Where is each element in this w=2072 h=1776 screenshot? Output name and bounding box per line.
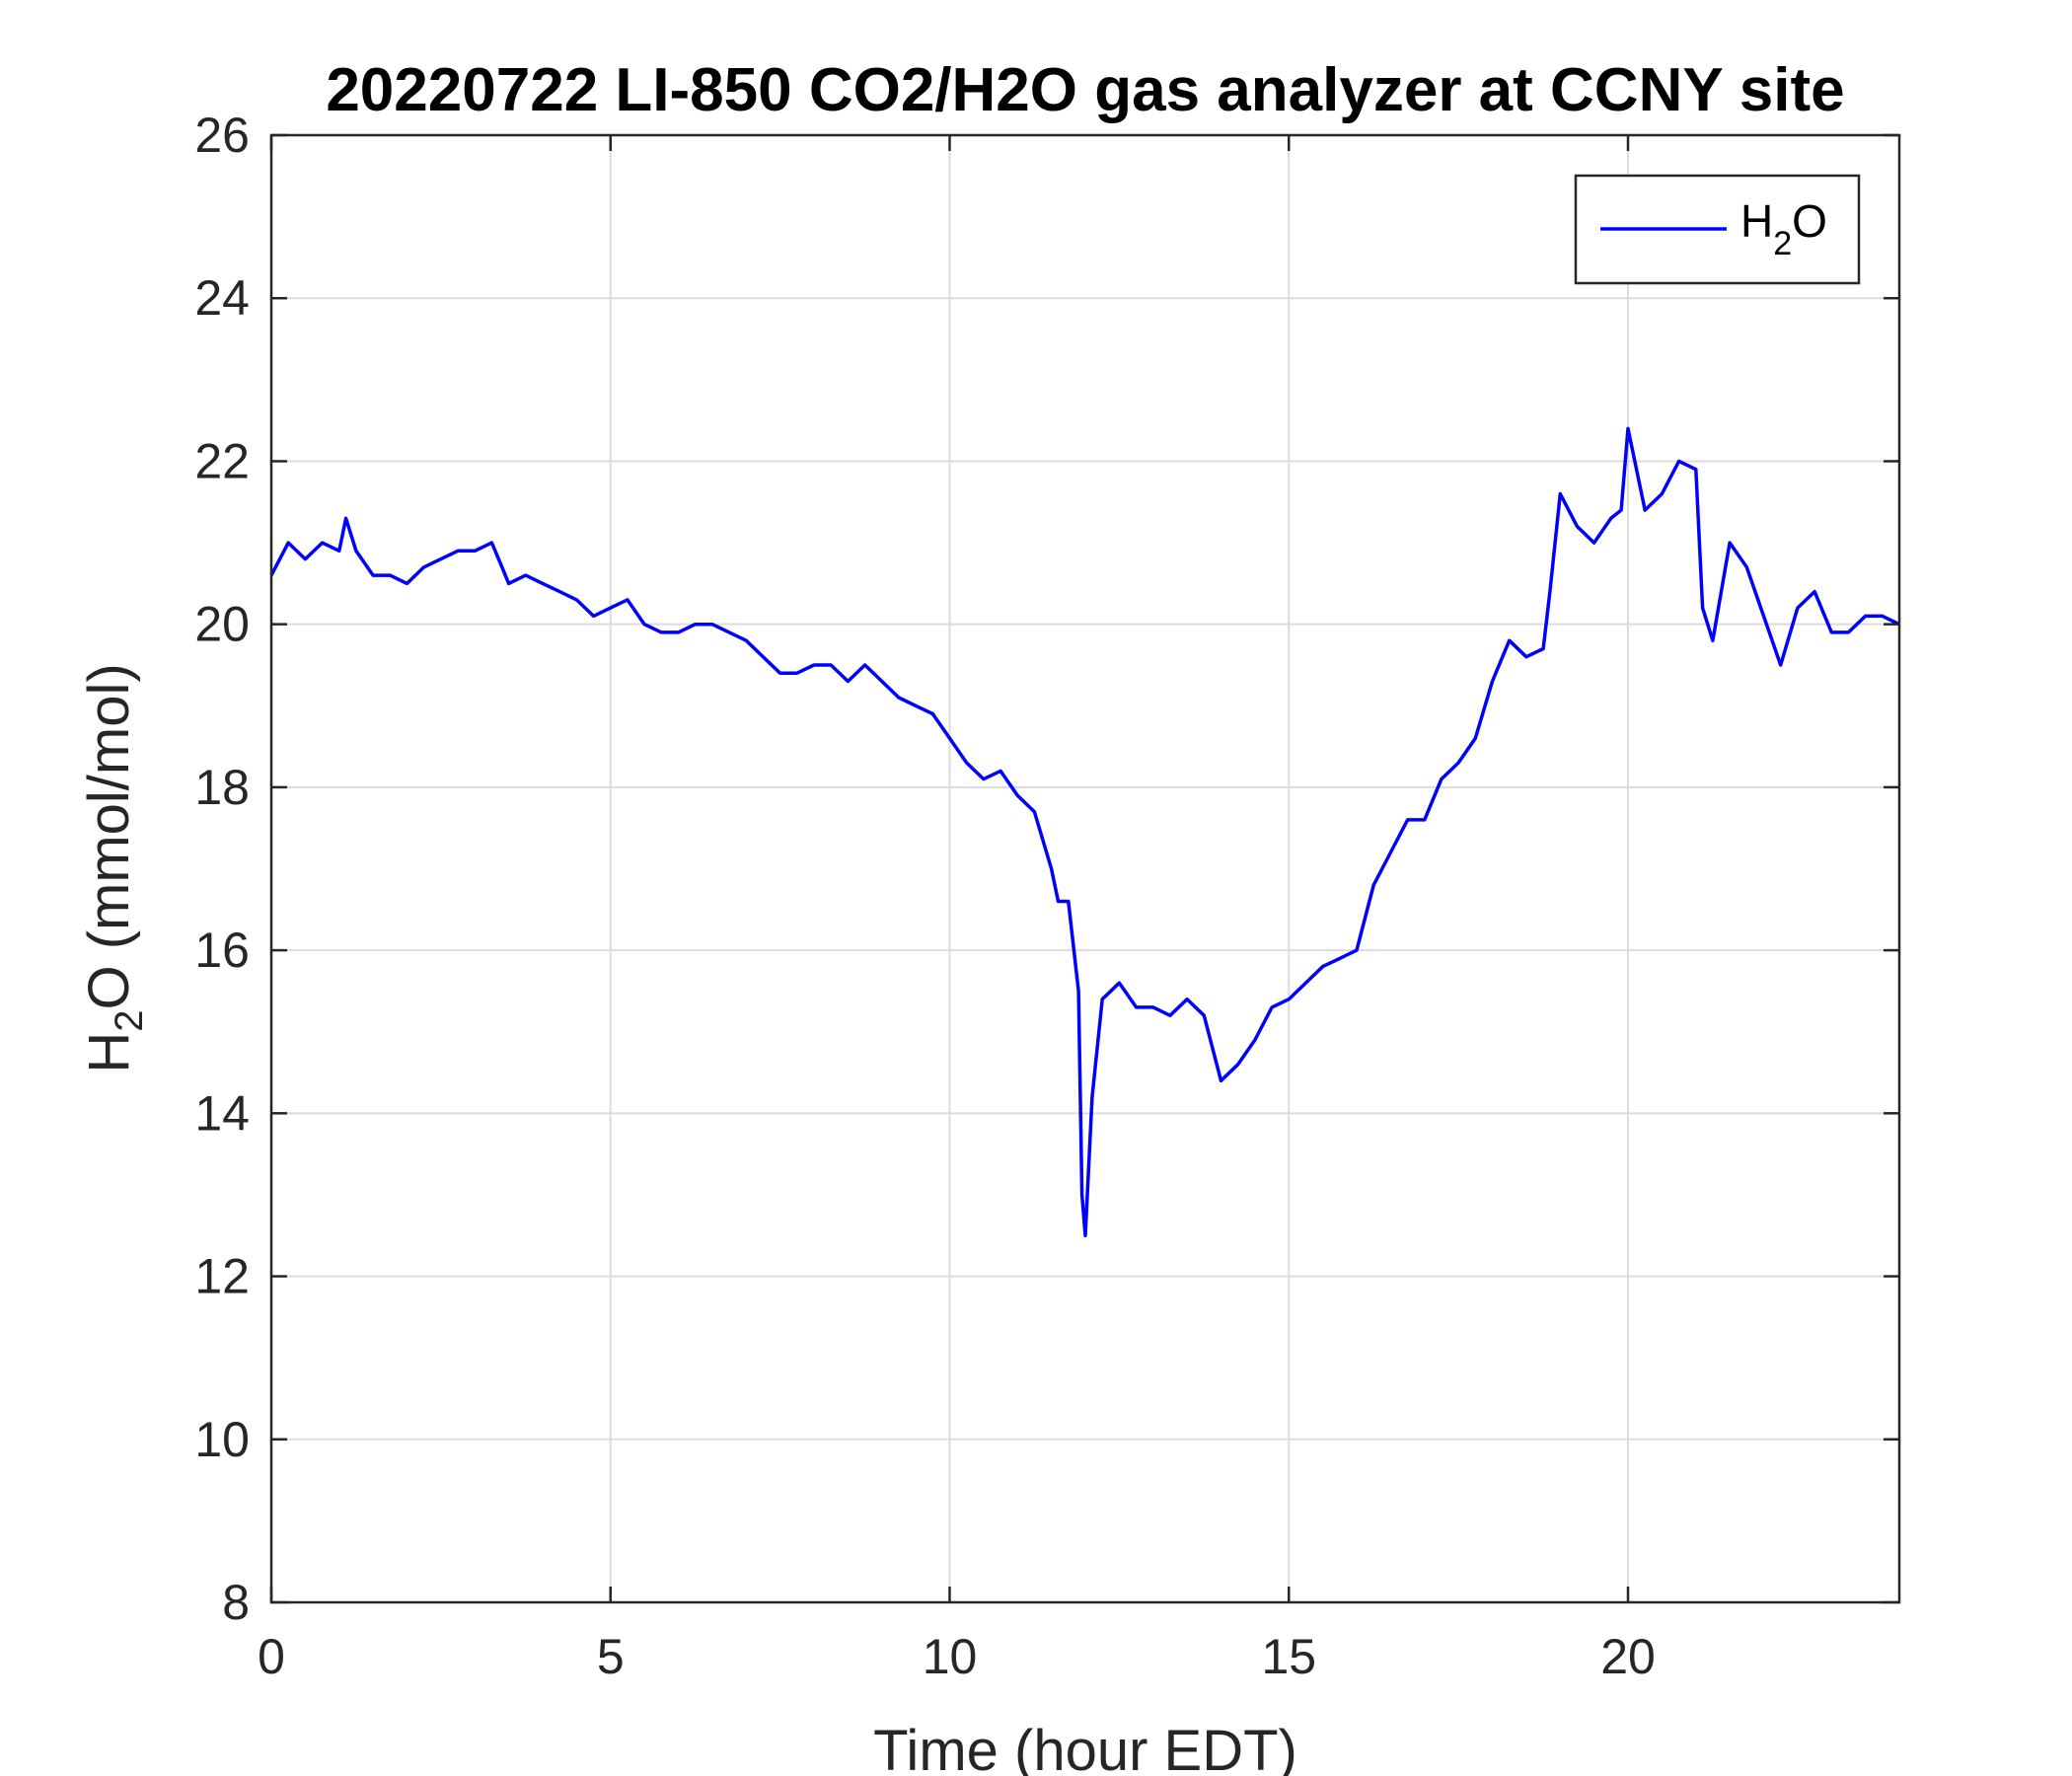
y-tick-label: 10 xyxy=(194,1412,250,1467)
plot-frame xyxy=(269,133,1901,1604)
legend-label-rest: O xyxy=(1792,195,1827,247)
y-tick-label: 14 xyxy=(194,1085,250,1141)
y-tick-label: 8 xyxy=(222,1575,250,1630)
y-axis-label-sub: 2 xyxy=(108,1010,151,1032)
legend-label-base: H xyxy=(1740,195,1773,247)
y-tick-label: 16 xyxy=(194,923,250,978)
x-tick-label: 10 xyxy=(923,1629,978,1684)
y-tick-label: 18 xyxy=(194,760,250,815)
series-line-0 xyxy=(269,426,1900,1238)
y-tick-label: 26 xyxy=(194,108,250,163)
chart-title: 20220722 LI-850 CO2/H2O gas analyzer at … xyxy=(326,56,1844,124)
y-tick-label: 24 xyxy=(194,270,250,326)
legend: H2O xyxy=(1574,174,1861,285)
series-layer xyxy=(269,426,1900,1238)
svg-text:H2O (mmol/mol): H2O (mmol/mol) xyxy=(77,663,151,1073)
x-tick-label: 0 xyxy=(258,1629,285,1684)
y-axis-label: H2O (mmol/mol) xyxy=(77,663,151,1073)
y-tick-label: 12 xyxy=(194,1249,250,1304)
svg-text:H2O: H2O xyxy=(1740,195,1827,262)
legend-label-sub: 2 xyxy=(1773,225,1792,262)
x-tick-label: 15 xyxy=(1261,1629,1316,1684)
ticks: 0 5 10 15 20 8 10 12 14 16 18 20 22 24 26 xyxy=(194,108,1899,1684)
y-tick-label: 20 xyxy=(194,597,250,652)
x-tick-label: 5 xyxy=(597,1629,625,1684)
x-axis-label: Time (hour EDT) xyxy=(873,1719,1297,1776)
y-axis-label-base: H xyxy=(77,1032,141,1073)
y-tick-label: 22 xyxy=(194,433,250,488)
y-axis-label-rest: O (mmol/mol) xyxy=(77,663,141,1009)
plot-area xyxy=(271,135,1899,1602)
x-tick-label: 20 xyxy=(1600,1629,1656,1684)
